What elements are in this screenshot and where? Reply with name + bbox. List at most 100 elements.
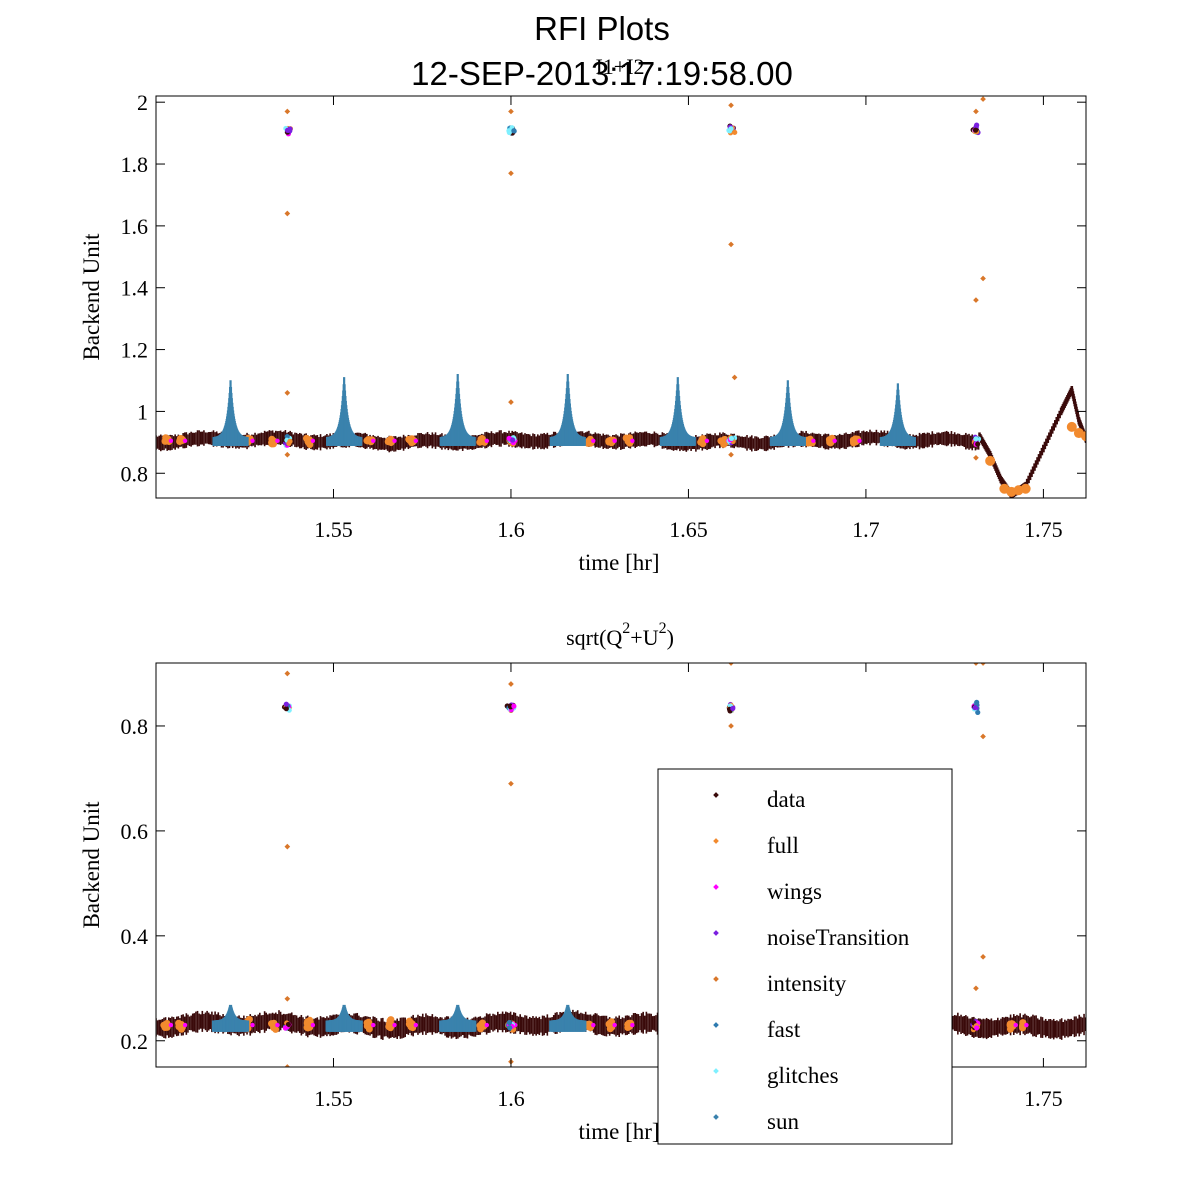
y-tick-label: 1.6 [121, 214, 149, 239]
intensity-mark [284, 843, 291, 850]
panel-top: 1.55 1.6 1.65 1.7 1.75 0.8 1 1.2 1.4 1.6 1.8 2 time… [79, 90, 1087, 575]
calibration-mark [730, 705, 736, 712]
intensity-mark [284, 670, 291, 677]
wings-mark [612, 1022, 617, 1028]
intensity-mark [284, 995, 291, 1002]
panel2-title: sqrt(Q2+U2) [566, 620, 674, 650]
calibration-mark [511, 703, 517, 709]
legend-label: noiseTransition [767, 925, 910, 950]
intensity-series [284, 663, 986, 1067]
full-mark [1081, 431, 1086, 442]
wings-mark [371, 438, 376, 443]
intensity-mark [980, 953, 986, 960]
wings-mark [182, 1022, 188, 1028]
wings-mark [371, 1022, 376, 1028]
full-mark [268, 439, 276, 447]
calibration-mark [975, 709, 981, 716]
legend-box [657, 768, 953, 1145]
wings-mark [250, 1022, 255, 1028]
full-mark [1020, 483, 1031, 494]
wings-mark [484, 438, 490, 443]
x-tick-label: 1.55 [314, 1086, 353, 1111]
legend-label: sun [767, 1109, 799, 1134]
calibration-mark [973, 127, 979, 133]
legend-label: intensity [767, 971, 847, 996]
wings-mark [612, 438, 617, 443]
legend-label: full [767, 833, 799, 858]
calibration-mark [510, 437, 516, 443]
calibration-mark [286, 440, 292, 447]
calibration-series [282, 122, 982, 448]
sun-series [211, 1004, 587, 1032]
full-mark [306, 441, 314, 449]
legend-item-data: data [713, 787, 805, 812]
wings-mark [413, 1022, 419, 1028]
legend-label: glitches [767, 1063, 839, 1088]
full-mark [606, 1020, 614, 1028]
calibration-mark [732, 129, 738, 135]
full-mark [177, 1025, 185, 1033]
calibration-mark [728, 126, 734, 132]
calibration-mark [728, 435, 735, 442]
calibration-mark [975, 441, 981, 447]
calibration-mark [974, 1025, 980, 1031]
wings-mark [168, 1022, 174, 1028]
y-tick-label: 2 [137, 90, 148, 115]
intensity-mark [973, 985, 979, 992]
x-tick-label: 1.6 [497, 517, 525, 542]
y-tick-label: 1.8 [121, 152, 149, 177]
intensity-mark [728, 723, 734, 729]
wings-mark [591, 438, 596, 443]
wings-mark [310, 1022, 316, 1028]
wings-mark [413, 438, 419, 443]
wings-mark [1024, 1022, 1029, 1028]
y-tick-label: 0.8 [121, 461, 149, 486]
wings-mark [275, 1022, 280, 1028]
full-mark [850, 437, 858, 445]
legend-item-wings: wings [713, 879, 822, 904]
intensity-mark [731, 374, 738, 381]
panel-top-ylabel: Backend Unit [79, 233, 104, 361]
full-mark [365, 1021, 373, 1029]
x-tick-label: 1.75 [1024, 517, 1063, 542]
calibration-mark [506, 129, 512, 136]
y-tick-label: 1 [137, 399, 148, 424]
intensity-mark [973, 663, 979, 666]
legend-label: wings [767, 879, 822, 904]
full-mark [384, 438, 392, 446]
full-mark [607, 436, 615, 444]
figure-title: RFI Plots [534, 10, 670, 47]
intensity-mark [728, 663, 734, 666]
full-mark [162, 434, 170, 442]
legend-item-full: full [713, 833, 799, 858]
full-mark [365, 437, 373, 445]
calibration-mark [511, 128, 517, 134]
sun-series [212, 374, 917, 446]
wings-mark [704, 438, 710, 443]
y-tick-label: 0.8 [121, 714, 149, 739]
panel-top-xlabel: time [hr] [578, 550, 659, 575]
legend-marker [713, 1022, 719, 1028]
full-mark [826, 437, 834, 445]
full-mark [985, 455, 996, 466]
panel-bottom-ylabel: Backend Unit [79, 801, 104, 929]
panel-bottom-frame [155, 662, 1087, 1068]
calibration-series [281, 699, 981, 1033]
x-tick-label: 1.55 [314, 517, 353, 542]
full-mark [303, 1023, 311, 1031]
panel1-title: I1+I2 [595, 54, 644, 79]
full-mark [479, 1019, 487, 1027]
calibration-mark [285, 1021, 291, 1028]
legend-marker [713, 930, 719, 936]
full-series [161, 434, 862, 449]
wings-mark [392, 438, 397, 443]
full-mark [477, 436, 485, 444]
intensity-mark [508, 681, 514, 687]
wings-mark [832, 438, 837, 443]
intensity-mark [508, 780, 514, 787]
y-tick-label: 0.6 [121, 819, 149, 844]
intensity-mark [973, 108, 979, 115]
intensity-mark [284, 390, 291, 396]
calibration-mark [506, 1019, 513, 1026]
